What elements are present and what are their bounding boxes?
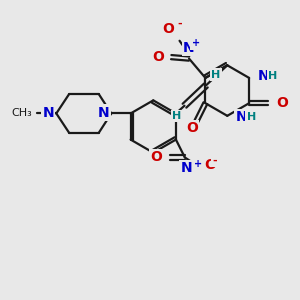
Text: N: N xyxy=(181,161,192,175)
Text: -: - xyxy=(178,19,182,29)
Text: N: N xyxy=(236,110,247,124)
Text: CH₃: CH₃ xyxy=(11,108,32,118)
Text: H: H xyxy=(247,112,256,122)
Text: H: H xyxy=(268,71,278,81)
Text: H: H xyxy=(172,111,182,121)
Text: N: N xyxy=(98,106,110,120)
Text: O: O xyxy=(276,96,288,110)
Text: -: - xyxy=(212,155,217,165)
Text: O: O xyxy=(186,122,198,136)
Text: H: H xyxy=(211,70,220,80)
Text: N: N xyxy=(257,69,269,83)
Text: O: O xyxy=(151,150,163,164)
Text: +: + xyxy=(191,38,200,49)
Text: O: O xyxy=(152,50,164,64)
Text: N: N xyxy=(42,106,54,120)
Text: N: N xyxy=(183,41,195,55)
Text: O: O xyxy=(162,22,174,36)
Text: O: O xyxy=(204,158,216,172)
Text: +: + xyxy=(194,159,202,169)
